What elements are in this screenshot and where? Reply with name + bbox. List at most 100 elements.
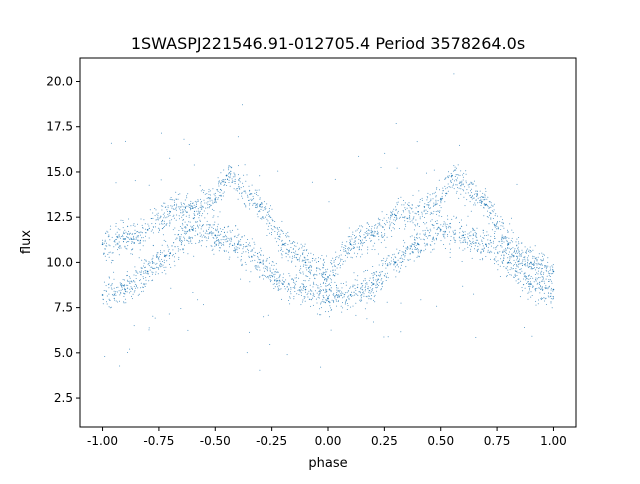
data-point: [384, 261, 386, 262]
data-point: [483, 215, 485, 217]
data-point: [159, 260, 161, 262]
data-point: [440, 200, 442, 202]
data-point: [477, 249, 479, 251]
data-point: [535, 277, 537, 279]
data-point: [129, 277, 131, 279]
data-point: [481, 248, 483, 250]
data-point: [225, 250, 227, 252]
data-point: [143, 278, 145, 280]
data-point: [307, 292, 309, 294]
data-point: [281, 279, 283, 281]
data-point: [508, 262, 510, 264]
data-point: [388, 226, 390, 228]
data-point: [445, 195, 446, 197]
data-point: [403, 259, 405, 261]
data-point: [496, 246, 498, 248]
data-point: [453, 165, 455, 167]
data-point: [398, 228, 400, 229]
data-point: [446, 228, 447, 230]
data-point: [540, 263, 542, 265]
data-point: [120, 289, 122, 291]
data-point: [373, 299, 374, 301]
data-point: [117, 228, 119, 230]
data-point: [450, 179, 452, 181]
data-point: [232, 180, 234, 182]
data-point: [296, 259, 298, 261]
data-point: [143, 219, 145, 221]
data-point: [313, 275, 315, 277]
data-point: [231, 239, 233, 241]
data-point: [270, 228, 272, 230]
data-point: [448, 231, 450, 233]
data-point: [152, 262, 154, 264]
data-point: [489, 207, 491, 209]
data-point: [406, 248, 408, 250]
data-point: [518, 243, 520, 245]
data-point: [251, 249, 253, 250]
data-point: [201, 208, 203, 210]
data-point: [492, 242, 494, 244]
data-point: [482, 229, 484, 231]
data-point: [375, 286, 377, 288]
x-tick-label: -0.50: [200, 434, 231, 448]
data-point: [495, 256, 497, 258]
data-point: [492, 222, 494, 224]
data-point: [208, 236, 210, 238]
data-point: [279, 274, 281, 276]
data-point: [367, 252, 368, 254]
data-point: [433, 227, 435, 229]
data-point: [284, 245, 286, 246]
data-point: [241, 195, 243, 197]
data-point: [436, 223, 437, 225]
data-point: [470, 231, 472, 233]
data-point: [280, 253, 282, 255]
data-point: [159, 223, 161, 225]
data-point: [288, 236, 290, 238]
data-point: [211, 245, 213, 247]
data-point: [184, 210, 186, 212]
data-point: [229, 166, 231, 168]
data-point: [444, 237, 446, 239]
data-point: [412, 218, 414, 220]
data-point: [542, 273, 544, 275]
data-point: [257, 257, 259, 259]
data-point: [108, 306, 110, 308]
data-point: [334, 265, 336, 267]
data-point: [451, 181, 452, 183]
data-point: [348, 247, 350, 249]
data-point: [274, 237, 276, 239]
data-point: [342, 297, 344, 299]
data-point: [442, 187, 444, 189]
data-point: [143, 286, 144, 288]
data-point: [449, 186, 451, 188]
data-point: [449, 243, 451, 245]
data-point: [429, 201, 431, 203]
data-point: [395, 123, 397, 124]
data-point: [347, 290, 349, 292]
data-point: [542, 276, 544, 278]
data-point: [244, 203, 246, 205]
data-point: [306, 269, 308, 271]
data-point: [518, 260, 520, 262]
data-point: [210, 230, 212, 232]
data-point: [464, 186, 466, 188]
data-point: [416, 256, 418, 258]
data-point: [228, 173, 229, 175]
data-point: [330, 287, 332, 289]
data-point: [154, 317, 156, 319]
data-point: [269, 270, 271, 272]
data-point: [347, 305, 349, 307]
data-point: [122, 236, 124, 238]
data-point: [302, 299, 304, 301]
data-point: [128, 241, 130, 243]
data-point: [173, 260, 175, 262]
data-point: [330, 270, 332, 272]
data-point: [384, 263, 386, 265]
data-point: [408, 202, 410, 204]
data-point: [403, 216, 405, 218]
data-point: [501, 221, 503, 223]
data-point: [293, 280, 294, 281]
data-point: [283, 281, 285, 283]
data-point: [344, 254, 346, 256]
data-point: [186, 224, 188, 226]
